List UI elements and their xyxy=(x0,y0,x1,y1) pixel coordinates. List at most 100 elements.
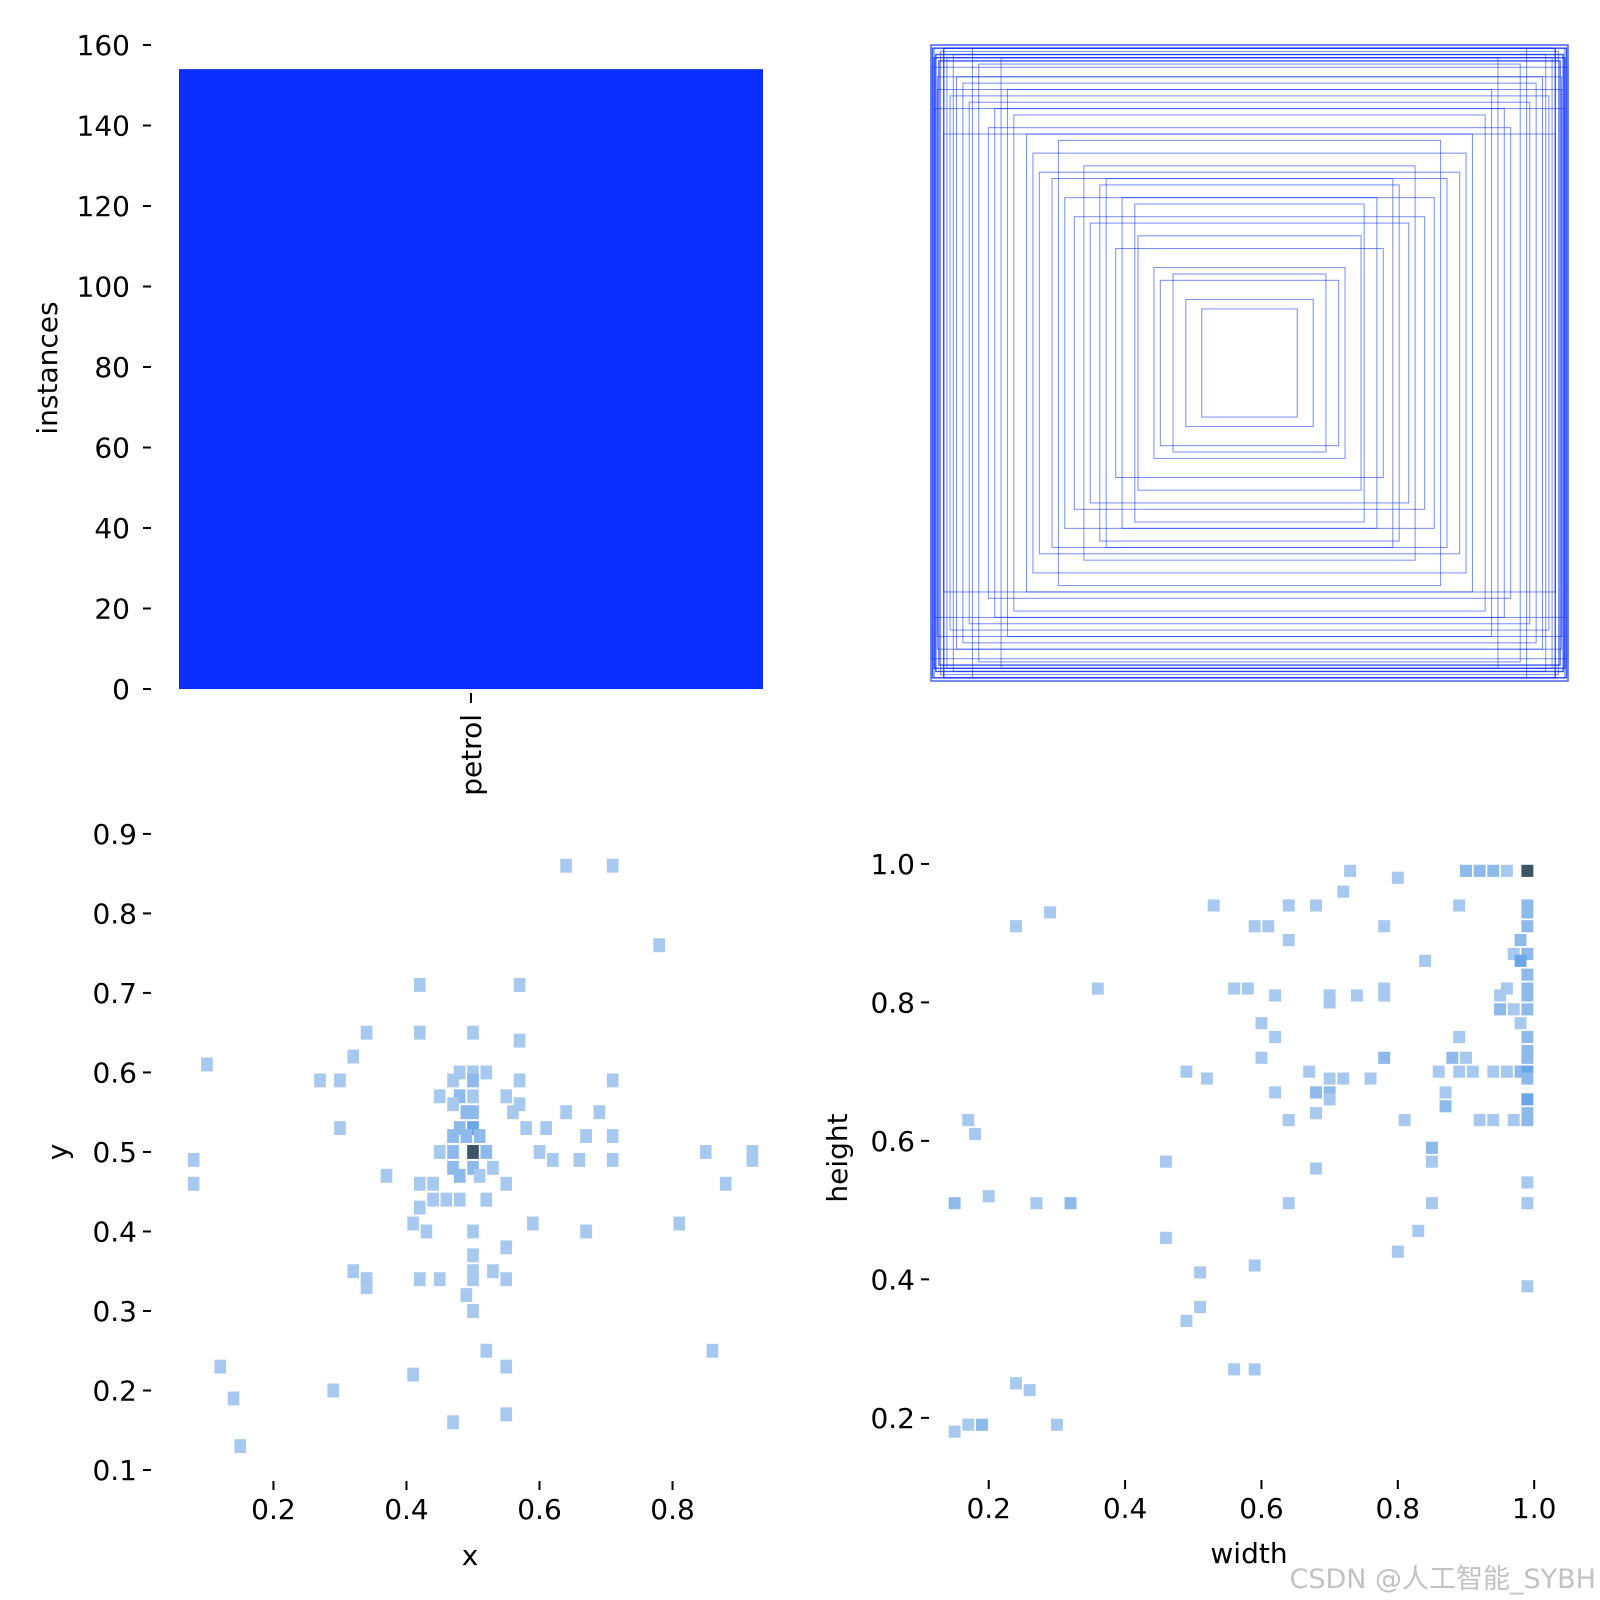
xy-cell xyxy=(413,978,426,992)
xy-y-axis: 0.1 0.2 0.3 0.4 0.5 0.6 0.7 0.8 0.9 xyxy=(92,818,151,1487)
wh-cell xyxy=(1228,1363,1241,1376)
xy-cell xyxy=(187,1152,200,1167)
xy-cell xyxy=(360,1025,373,1040)
xy-y-tick-label: 0.7 xyxy=(92,977,137,1010)
wh-cell xyxy=(1432,1065,1445,1078)
xy-cell xyxy=(487,1264,499,1279)
bar-y-tick-label: 140 xyxy=(77,110,130,143)
bar-y-tick-label: 120 xyxy=(77,190,130,223)
xy-cell xyxy=(573,1152,586,1167)
box-rect xyxy=(962,82,1537,644)
xy-cell xyxy=(606,1073,619,1088)
xy-cell xyxy=(480,1192,493,1207)
xy-cell xyxy=(440,1192,453,1207)
xy-cell xyxy=(706,1343,719,1358)
wh-cell xyxy=(1391,1245,1404,1258)
xy-y-tick-label: 0.9 xyxy=(92,818,137,851)
xy-cell xyxy=(433,1144,446,1159)
xy-cell xyxy=(420,1224,433,1239)
wh-cell xyxy=(1514,934,1527,947)
wh-cell xyxy=(1391,871,1404,884)
xy-cell xyxy=(447,1073,459,1088)
bar-y-tick-label: 0 xyxy=(112,673,130,706)
wh-cell xyxy=(969,1127,982,1141)
xy-cell xyxy=(673,1216,686,1231)
wh-cell xyxy=(1521,906,1534,919)
xy-y-tick-label: 0.3 xyxy=(92,1295,137,1328)
wh-cell xyxy=(1439,1100,1452,1113)
wh-cell xyxy=(1364,1072,1377,1085)
wh-cell xyxy=(1507,1114,1520,1127)
wh-cell xyxy=(1487,1065,1500,1078)
wh-cell xyxy=(962,1114,975,1127)
wh-cell xyxy=(1010,1377,1022,1390)
wh-cell xyxy=(1303,1065,1316,1078)
bar-y-tick-label: 160 xyxy=(77,29,130,62)
wh-cell xyxy=(1521,1003,1534,1016)
xy-cell xyxy=(520,1121,533,1136)
xy-cell xyxy=(187,1176,200,1191)
xy-cell xyxy=(447,1415,459,1430)
xy-cell xyxy=(699,1144,712,1159)
xy-cell xyxy=(360,1280,373,1295)
wh-cell xyxy=(1200,1072,1213,1085)
box-rect xyxy=(1121,197,1378,529)
xy-cell xyxy=(467,1160,479,1175)
xy-cell xyxy=(460,1105,473,1120)
box-rect xyxy=(1105,178,1394,548)
wh-cell xyxy=(1160,1155,1172,1168)
wh-cell xyxy=(1255,1051,1268,1064)
wh-cell xyxy=(1487,864,1500,877)
wh-x-tick-label: 0.8 xyxy=(1376,1492,1421,1525)
wh-cell xyxy=(1337,885,1350,898)
wh-cell xyxy=(1064,1197,1077,1210)
wh-cell xyxy=(1460,864,1472,877)
box-rect xyxy=(936,76,1563,650)
xy-cell xyxy=(327,1383,340,1398)
wh-cell xyxy=(1050,1418,1063,1431)
xy-y-tick-label: 0.4 xyxy=(92,1215,137,1248)
box-rect xyxy=(1057,139,1442,587)
box-rect xyxy=(1051,178,1448,548)
wh-cell xyxy=(1030,1197,1043,1210)
wh-cell xyxy=(1344,864,1357,877)
bar-x-tick-label-petrol: petrol xyxy=(455,714,488,796)
xy-cell xyxy=(500,1359,513,1374)
wh-cell xyxy=(1310,1086,1322,1099)
xy-cell xyxy=(433,1272,446,1287)
xy-cell xyxy=(606,858,619,873)
wh-cell xyxy=(1378,982,1391,995)
xy-cell xyxy=(214,1359,227,1374)
box-rect xyxy=(1000,57,1499,669)
wh-y-tick-label: 0.4 xyxy=(870,1263,915,1296)
wh-cell xyxy=(1248,920,1261,933)
xy-cell xyxy=(453,1121,466,1136)
box-rect xyxy=(1089,222,1410,504)
wh-cell xyxy=(1439,1086,1452,1099)
box-rect xyxy=(938,60,1561,666)
box-rect xyxy=(987,127,1512,599)
xy-cell xyxy=(480,1065,493,1080)
box-rect xyxy=(943,133,1556,593)
xy-cell xyxy=(653,938,666,953)
xy-x-axis: 0.2 0.4 0.6 0.8 xyxy=(251,1481,695,1526)
wh-y-tick-label: 0.2 xyxy=(870,1402,915,1435)
xy-cell xyxy=(560,858,572,873)
xy-cell xyxy=(746,1144,759,1159)
wh-cell xyxy=(1310,899,1322,912)
xy-cell xyxy=(487,1160,499,1175)
wh-cell xyxy=(1500,982,1513,995)
xy-cell xyxy=(533,1144,546,1159)
box-rect xyxy=(1185,298,1314,428)
box-rect xyxy=(968,101,1531,625)
box-rect xyxy=(1064,197,1435,529)
xy-cell xyxy=(546,1152,559,1167)
wh-heatmap-cells xyxy=(948,864,1534,1438)
xy-cell xyxy=(480,1343,493,1358)
wh-cell xyxy=(1500,1065,1513,1078)
xy-cell xyxy=(480,1144,493,1159)
xy-cell xyxy=(540,1121,552,1136)
wh-y-tick-label: 0.6 xyxy=(870,1125,915,1158)
bar-y-tick-label: 60 xyxy=(94,432,130,465)
xy-cell xyxy=(719,1176,732,1191)
